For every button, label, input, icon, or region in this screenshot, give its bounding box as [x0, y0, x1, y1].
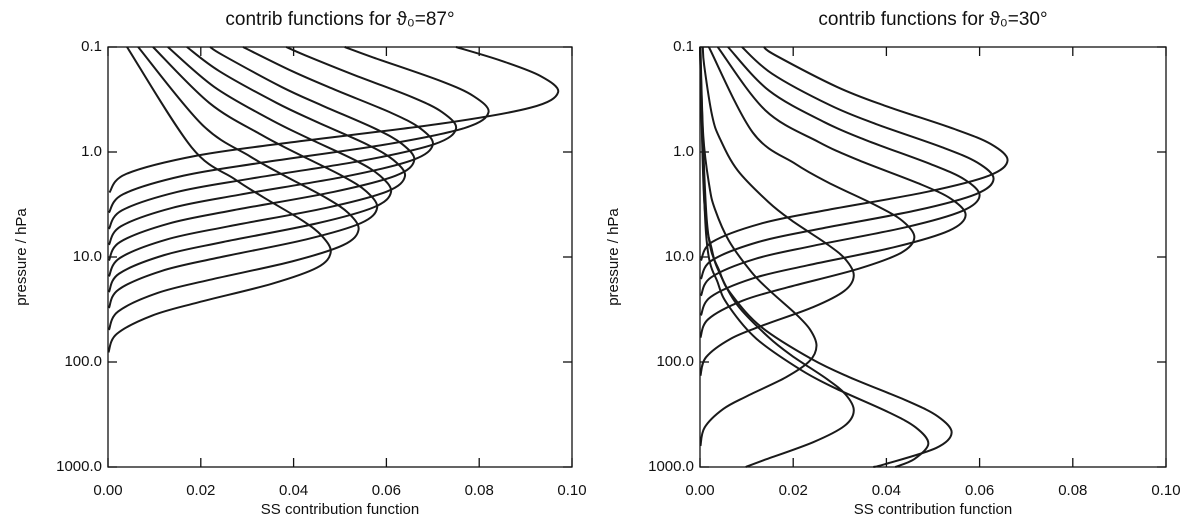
y-tick-label: 1000.0: [56, 458, 102, 475]
profile-curve: [700, 46, 967, 316]
y-tick-label: 10.0: [73, 248, 102, 265]
profile-curve: [107, 46, 379, 309]
profile-curve: [699, 46, 916, 338]
profile-curve: [699, 46, 953, 468]
y-tick-label: 100.0: [656, 353, 694, 370]
panel: contrib functions for ϑ₀=87° SS contribut…: [13, 9, 587, 518]
profile-curve: [700, 46, 995, 280]
profile-curve: [108, 46, 490, 214]
profile-curve: [108, 46, 416, 262]
x-tick-label: 0.02: [779, 482, 808, 499]
x-tick-label: 0.10: [557, 482, 586, 499]
y-tick-label: 100.0: [64, 353, 102, 370]
y-tick-label: 0.1: [673, 38, 694, 55]
y-tick-label: 0.1: [81, 38, 102, 55]
chart-title: contrib functions for ϑ₀=30°: [818, 9, 1047, 30]
profile-curve: [699, 46, 930, 468]
x-tick-label: 0.02: [186, 482, 215, 499]
y-tick-label: 1.0: [81, 143, 102, 160]
profile-curve: [107, 46, 360, 331]
y-axis-label: pressure / hPa: [13, 208, 30, 306]
x-tick-label: 0.10: [1151, 482, 1180, 499]
y-tick-label: 1000.0: [648, 458, 694, 475]
x-tick-label: 0.00: [685, 482, 714, 499]
y-axis-label: pressure / hPa: [605, 208, 622, 306]
profile-curve: [700, 46, 1009, 262]
profile-curve: [700, 46, 981, 297]
x-tick-label: 0.04: [279, 482, 308, 499]
profile-curve: [108, 46, 560, 194]
x-tick-label: 0.06: [965, 482, 994, 499]
profile-curve: [108, 46, 407, 277]
profile-curve: [699, 46, 855, 468]
y-tick-label: 10.0: [665, 248, 694, 265]
profile-curve: [108, 46, 458, 230]
plot-frame: [699, 46, 1167, 468]
x-axis-label: SS contribution function: [854, 501, 1012, 518]
x-tick-label: 0.06: [372, 482, 401, 499]
profile-curve: [107, 46, 332, 353]
x-axis-label: SS contribution function: [261, 501, 419, 518]
panel: contrib functions for ϑ₀=30° SS contribut…: [605, 9, 1181, 518]
x-tick-label: 0.08: [465, 482, 494, 499]
profile-curve: [699, 46, 855, 376]
profile-curve: [699, 46, 818, 447]
x-tick-label: 0.04: [872, 482, 901, 499]
chart-title: contrib functions for ϑ₀=87°: [225, 9, 454, 30]
profile-curve: [107, 46, 393, 293]
y-tick-label: 1.0: [673, 143, 694, 160]
x-tick-label: 0.08: [1058, 482, 1087, 499]
profile-curve: [108, 46, 434, 246]
x-tick-label: 0.00: [93, 482, 122, 499]
plot-frame: [107, 46, 573, 468]
